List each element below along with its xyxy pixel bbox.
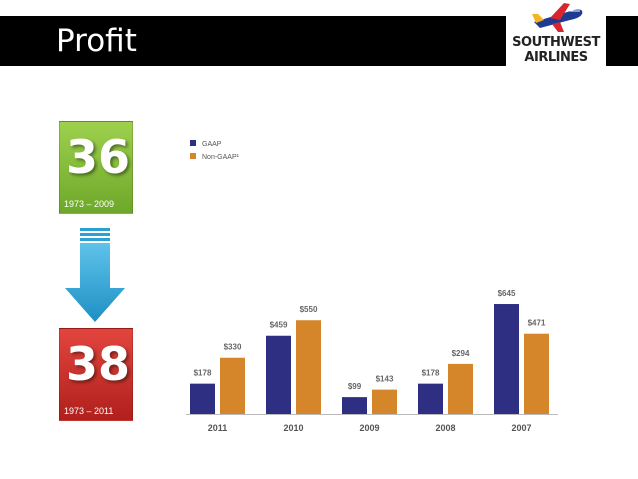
page-title: Profit [56, 23, 137, 59]
bar-2011-1 [220, 357, 245, 414]
airplane-icon [532, 3, 583, 32]
logo-text-line1: SOUTHWEST [512, 35, 600, 50]
legend-label-0: GAAP [202, 141, 222, 148]
data-label-2010-1: $550 [300, 305, 318, 314]
logo-text-line2: AIRLINES [524, 50, 588, 65]
bar-2009-1 [372, 389, 397, 414]
data-label-2009-0: $99 [348, 382, 362, 391]
x-tick-label-2009: 2009 [359, 423, 379, 433]
data-label-2007-0: $645 [498, 289, 516, 298]
stat-value-before: 36 [66, 130, 131, 184]
stat-box-after: 38 1973 – 2011 [59, 328, 133, 421]
data-label-2008-0: $178 [422, 369, 440, 378]
bar-2009-0 [342, 397, 367, 414]
bar-2007-0 [494, 304, 519, 414]
bar-2011-0 [190, 383, 215, 414]
x-tick-label-2007: 2007 [511, 423, 531, 433]
stat-value-after: 38 [66, 337, 131, 391]
data-label-2007-1: $471 [528, 319, 546, 328]
legend-label-1: Non-GAAP¹ [202, 154, 240, 161]
stat-range-after: 1973 – 2011 [64, 406, 114, 416]
data-label-2010-0: $459 [270, 321, 288, 330]
stat-range-before: 1973 – 2009 [64, 199, 115, 209]
x-tick-label-2010: 2010 [283, 423, 303, 433]
data-label-2008-1: $294 [452, 349, 470, 358]
data-label-2011-0: $178 [194, 369, 212, 378]
down-arrow-icon [65, 228, 125, 322]
southwest-logo: SOUTHWEST AIRLINES [506, 0, 606, 68]
legend-swatch-1 [190, 153, 196, 159]
x-tick-label-2011: 2011 [208, 423, 228, 433]
data-label-2011-1: $330 [224, 343, 242, 352]
bar-2010-0 [266, 335, 291, 414]
bar-2010-1 [296, 320, 321, 414]
data-label-2009-1: $143 [376, 375, 394, 384]
legend-swatch-0 [190, 140, 196, 146]
x-tick-label-2008: 2008 [435, 423, 455, 433]
bar-2007-1 [524, 333, 549, 414]
bar-2008-1 [448, 363, 473, 414]
stat-box-before: 36 1973 – 2009 [59, 121, 133, 214]
profit-bar-chart: GAAP Non-GAAP¹ $178 $330 2011 $459 $550 2010 $99… [186, 140, 558, 433]
bar-2008-0 [418, 383, 443, 414]
